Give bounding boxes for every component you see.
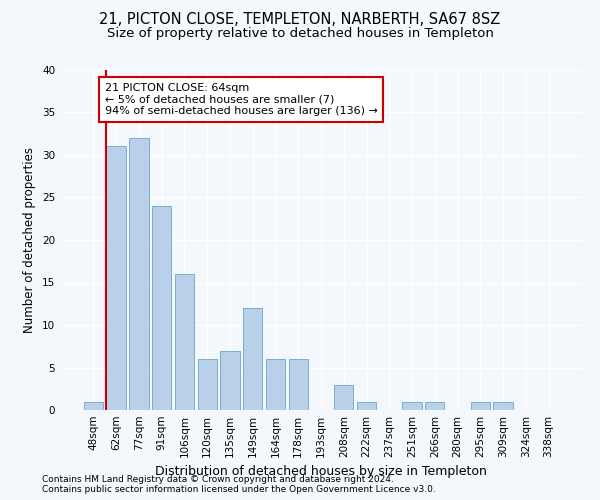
X-axis label: Distribution of detached houses by size in Templeton: Distribution of detached houses by size … xyxy=(155,466,487,478)
Bar xyxy=(403,402,422,410)
Bar xyxy=(243,308,262,410)
Bar xyxy=(197,359,217,410)
Bar xyxy=(470,402,490,410)
Bar xyxy=(334,384,353,410)
Text: Contains public sector information licensed under the Open Government Licence v3: Contains public sector information licen… xyxy=(42,485,436,494)
Bar xyxy=(266,359,285,410)
Bar xyxy=(152,206,172,410)
Bar xyxy=(84,402,103,410)
Bar xyxy=(357,402,376,410)
Text: 21 PICTON CLOSE: 64sqm
← 5% of detached houses are smaller (7)
94% of semi-detac: 21 PICTON CLOSE: 64sqm ← 5% of detached … xyxy=(105,82,377,116)
Text: Size of property relative to detached houses in Templeton: Size of property relative to detached ho… xyxy=(107,28,493,40)
Bar xyxy=(220,350,239,410)
Bar xyxy=(175,274,194,410)
Y-axis label: Number of detached properties: Number of detached properties xyxy=(23,147,37,333)
Bar xyxy=(106,146,126,410)
Text: Contains HM Land Registry data © Crown copyright and database right 2024.: Contains HM Land Registry data © Crown c… xyxy=(42,475,394,484)
Bar xyxy=(129,138,149,410)
Text: 21, PICTON CLOSE, TEMPLETON, NARBERTH, SA67 8SZ: 21, PICTON CLOSE, TEMPLETON, NARBERTH, S… xyxy=(100,12,500,28)
Bar xyxy=(289,359,308,410)
Bar xyxy=(493,402,513,410)
Bar xyxy=(425,402,445,410)
